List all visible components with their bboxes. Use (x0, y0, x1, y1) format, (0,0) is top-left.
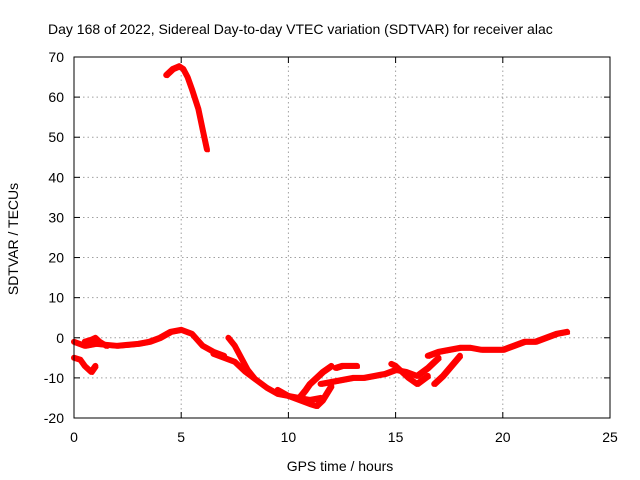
series-seg-11-spread (391, 363, 431, 387)
y-tick-label: -10 (44, 370, 64, 386)
x-tick-label: 25 (602, 429, 618, 445)
series-seg-2-spread (74, 329, 228, 359)
series-seg-8-spread (299, 365, 335, 401)
x-axis-label: GPS time / hours (287, 458, 394, 474)
y-tick-label: 0 (56, 330, 64, 346)
series-seg-1-spread (74, 357, 99, 375)
series-seg-12 (431, 352, 463, 387)
plot-frame (73, 56, 611, 419)
y-tick-label: -20 (44, 410, 64, 426)
y-tick-label: 50 (48, 129, 64, 145)
y-axis-label: SDTVAR / TECUs (5, 183, 21, 295)
x-tick-label: 10 (281, 429, 297, 445)
series-seg-10-spread (335, 365, 360, 371)
tick-layer (73, 56, 611, 419)
y-tick-label: 40 (48, 169, 64, 185)
chart-title: Day 168 of 2022, Sidereal Day-to-day VTE… (48, 21, 553, 37)
y-tick-label: 70 (48, 49, 64, 65)
series-seg-9 (317, 354, 442, 387)
grid-layer (74, 57, 610, 418)
y-tick-label: 10 (48, 290, 64, 306)
x-tick-label: 20 (495, 429, 511, 445)
y-tick-label: 30 (48, 209, 64, 225)
series-seg-4-spread (166, 66, 210, 153)
series-seg-8 (296, 362, 335, 401)
series-seg-6-spread (228, 337, 258, 381)
series-seg-9-spread (320, 357, 442, 387)
tick-label-layer: 0 5 10 15 20 25 -20 -10 0 10 20 30 40 50 60 70 (44, 49, 618, 445)
series-layer (71, 63, 571, 409)
x-tick-label: 5 (177, 429, 185, 445)
series-seg-3-spread (84, 337, 110, 349)
series-seg-7-spread (277, 385, 335, 409)
y-tick-label: 20 (48, 250, 64, 266)
y-tick-label: 60 (48, 89, 64, 105)
x-tick-label: 15 (388, 429, 404, 445)
series-seg-13-spread (427, 331, 571, 359)
series-seg-12-spread (434, 355, 463, 387)
x-tick-label: 0 (70, 429, 78, 445)
